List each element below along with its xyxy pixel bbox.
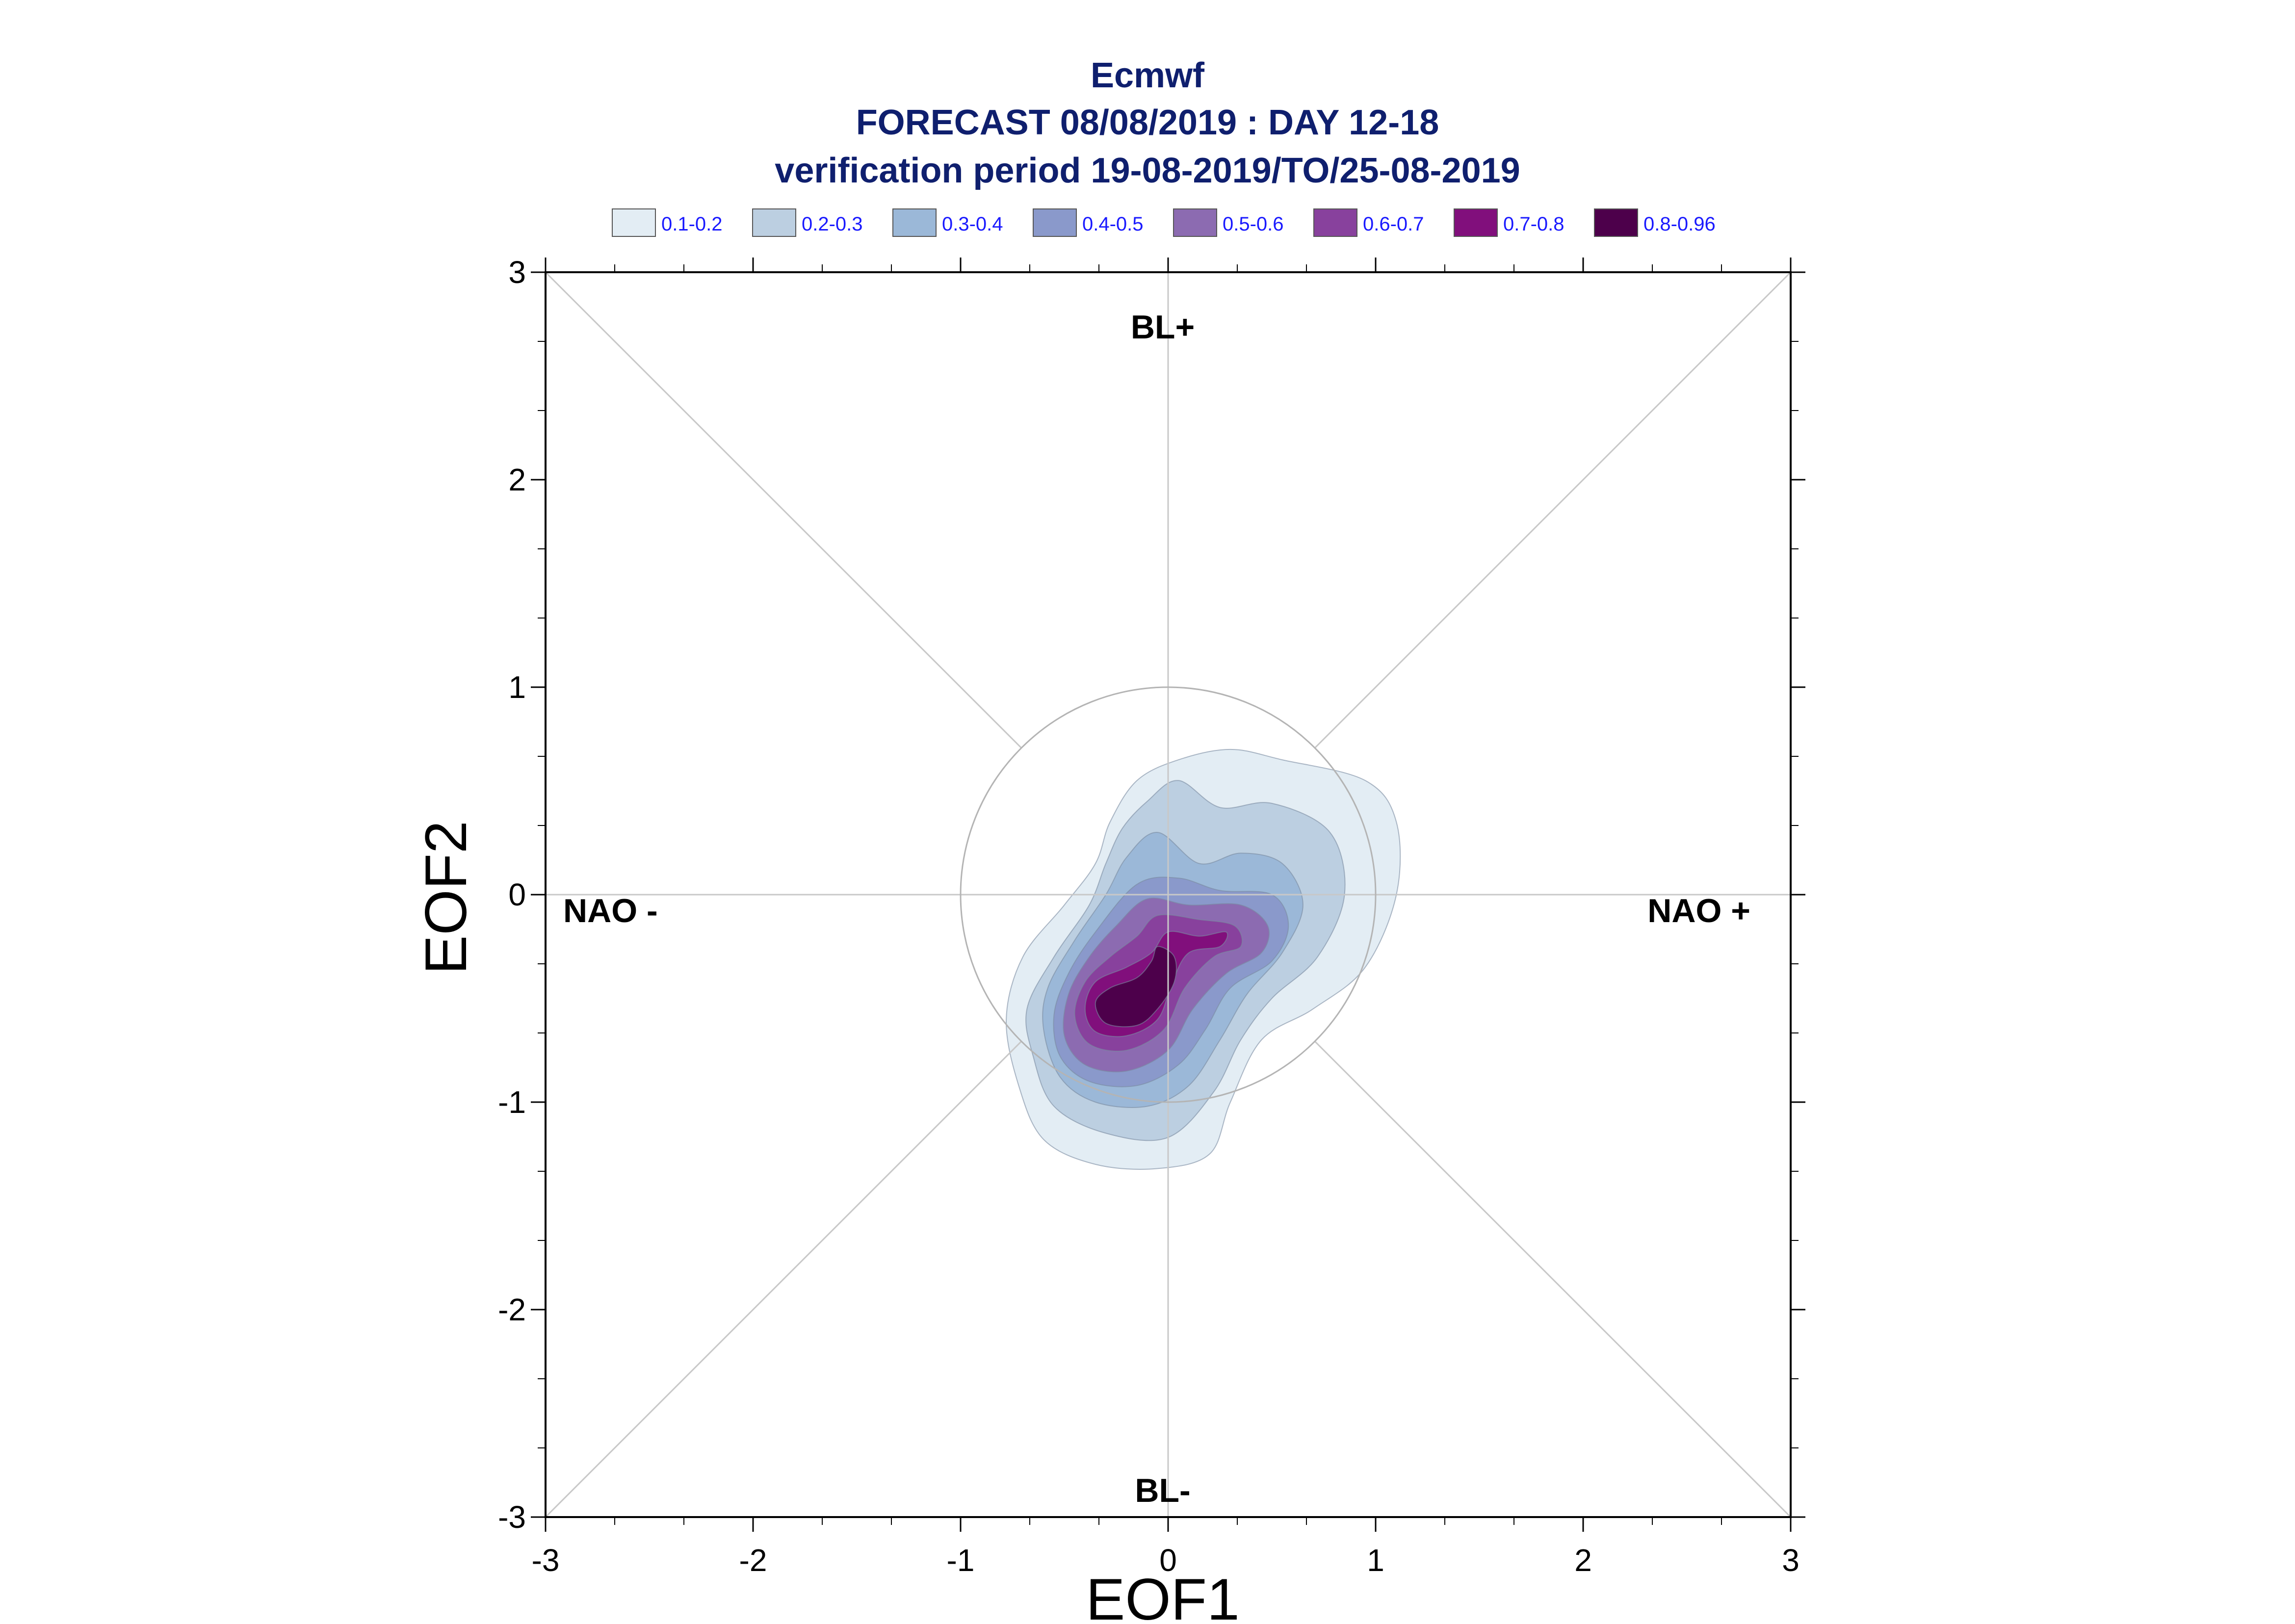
x-tick-label: -1 — [947, 1543, 975, 1578]
legend-label-7: 0.8-0.96 — [1643, 213, 1716, 235]
legend-label-2: 0.3-0.4 — [942, 213, 1003, 235]
legend-swatch-7 — [1594, 208, 1638, 237]
region-label-nao-plus: NAO + — [1647, 892, 1750, 929]
diagonal-line-ne — [1314, 271, 1792, 748]
legend-swatch-1 — [752, 208, 796, 237]
region-label-nao-minus: NAO - — [563, 892, 658, 929]
x-tick-label: 2 — [1574, 1543, 1592, 1578]
axis-ticks: -3 -2 -1 0 1 2 3 3 2 1 0 -1 -2 -3 — [498, 255, 1805, 1578]
x-tick-label: -2 — [739, 1543, 767, 1578]
x-tick-label: -3 — [532, 1543, 560, 1578]
x-tick-label: 0 — [1159, 1543, 1177, 1578]
y-tick-label: -2 — [498, 1292, 526, 1327]
x-tick-label: 3 — [1782, 1543, 1799, 1578]
y-tick-label: -3 — [498, 1499, 526, 1535]
legend-swatch-4 — [1173, 208, 1217, 237]
contour-0.8-0.96 — [1095, 946, 1177, 1028]
y-tick-label: -1 — [498, 1084, 526, 1120]
x-axis-title: EOF1 — [1086, 1567, 1239, 1624]
chart-subtitle-verification: verification period 19-08-2019/TO/25-08-… — [775, 151, 1520, 190]
y-tick-label: 2 — [508, 462, 526, 497]
chart-title: Ecmwf — [1091, 56, 1205, 95]
legend-swatch-2 — [892, 208, 937, 237]
legend-label-4: 0.5-0.6 — [1223, 213, 1284, 235]
legend-label-6: 0.7-0.8 — [1503, 213, 1565, 235]
diagonal-line-se — [1314, 1041, 1792, 1518]
legend-label-0: 0.1-0.2 — [661, 213, 723, 235]
legend-label-3: 0.4-0.5 — [1082, 213, 1144, 235]
legend-label-5: 0.6-0.7 — [1363, 213, 1424, 235]
y-tick-label: 3 — [508, 255, 526, 290]
diagonal-line-sw — [545, 1041, 1022, 1518]
chart-subtitle-forecast: FORECAST 08/08/2019 : DAY 12-18 — [856, 103, 1439, 142]
y-axis-title: EOF2 — [413, 821, 479, 974]
diagonal-line-nw — [545, 271, 1022, 748]
x-tick-label: 1 — [1367, 1543, 1384, 1578]
reference-circle — [960, 686, 1377, 1103]
density-contours — [1006, 748, 1401, 1170]
y-tick-label: 0 — [508, 877, 526, 912]
region-label-bl-minus: BL- — [1135, 1472, 1190, 1509]
legend-label-1: 0.2-0.3 — [802, 213, 863, 235]
legend-swatch-0 — [612, 208, 656, 237]
y-tick-label: 1 — [508, 670, 526, 705]
legend-swatch-5 — [1313, 208, 1357, 237]
legend-swatch-6 — [1454, 208, 1498, 237]
legend-swatch-3 — [1033, 208, 1077, 237]
region-label-bl-plus: BL+ — [1131, 309, 1195, 346]
legend: 0.1-0.2 0.2-0.3 0.3-0.4 0.4-0.5 0.5-0.6 0.6-0… — [612, 208, 1716, 237]
guide-lines — [545, 271, 1792, 1518]
